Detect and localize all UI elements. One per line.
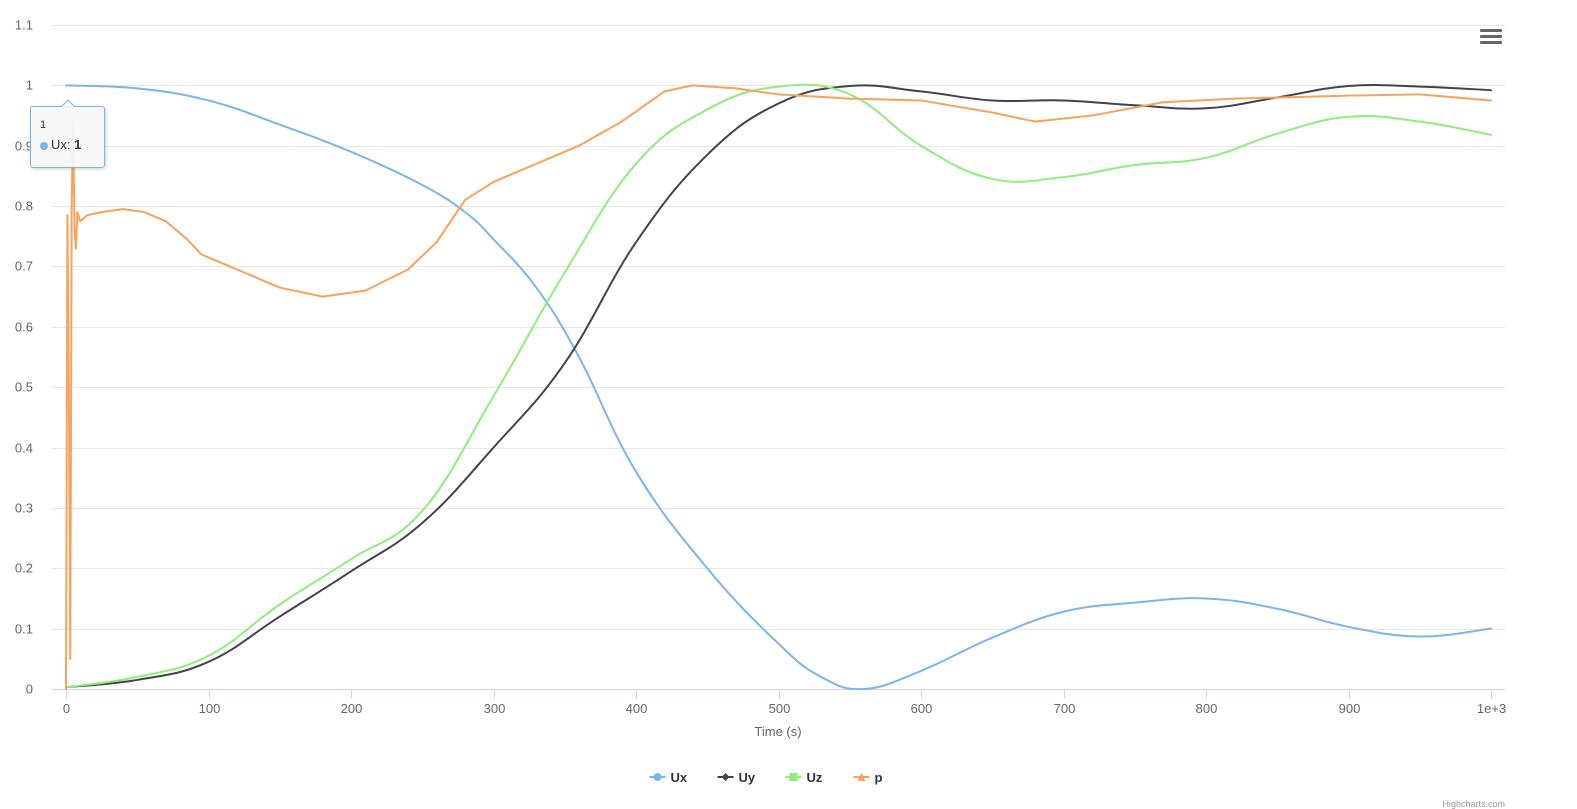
x-tick-label: 1e+3 (1477, 701, 1506, 716)
legend-item-p[interactable]: p (853, 770, 883, 785)
legend-triangle-icon (857, 773, 866, 781)
legend-label: Ux (671, 770, 688, 785)
y-tick-label: 0.4 (15, 441, 33, 456)
x-tick-label: 700 (1054, 701, 1076, 716)
y-tick-label: 0.6 (15, 320, 33, 335)
y-tick-label: 1 (26, 78, 33, 93)
grid-lines (52, 25, 1505, 630)
legend-circle-icon (653, 773, 662, 781)
y-axis-labels: 0 0.1 0.2 0.3 0.4 0.5 0.6 0.7 0.8 0.9 1 1.1 (15, 18, 33, 697)
legend-item-uy[interactable]: Uy (717, 770, 756, 785)
x-tick-label: 600 (911, 701, 933, 716)
series-line-p (65, 84, 1492, 690)
series-line-uy (65, 83, 1492, 689)
series-line-uz (65, 83, 1492, 689)
legend-label: Uz (807, 770, 823, 785)
x-tick-label: 0 (63, 701, 70, 716)
x-tick-label: 300 (484, 701, 506, 716)
x-tick-label: 400 (626, 701, 648, 716)
legend-item-uz[interactable]: Uz (785, 770, 823, 785)
y-tick-label: 1.1 (15, 18, 33, 33)
tooltip-series-dot-icon (40, 141, 48, 150)
x-axis: 0 100 200 300 400 500 600 700 800 900 1e+3 (52, 689, 1506, 716)
legend-square-icon (789, 773, 798, 781)
y-tick-label: 0.1 (15, 622, 33, 637)
series-line-ux (65, 84, 1492, 691)
legend-label: p (875, 770, 883, 785)
y-tick-label: 0.9 (15, 139, 33, 154)
tooltip-row: Ux: 1 (40, 137, 81, 152)
series-lines (65, 83, 1492, 691)
y-tick-label: 0.5 (15, 380, 33, 395)
y-tick-label: 0 (26, 682, 33, 697)
legend: Ux Uy Uz p (649, 770, 883, 785)
legend-item-ux[interactable]: Ux (649, 770, 688, 785)
x-tick-label: 900 (1339, 701, 1361, 716)
tooltip-value: 1 (74, 137, 82, 152)
x-tick-label: 100 (199, 701, 221, 716)
y-tick-label: 0.3 (15, 501, 33, 516)
y-tick-label: 0.8 (15, 199, 33, 214)
tooltip-separator: : (66, 137, 71, 152)
y-tick-label: 0.7 (15, 259, 33, 274)
hamburger-menu-icon[interactable] (1476, 26, 1506, 52)
y-tick-label: 0.2 (15, 561, 33, 576)
tooltip-header: 1 (40, 119, 47, 131)
tooltip-pointer-icon (61, 99, 75, 107)
x-tick-label: 500 (769, 701, 791, 716)
credits-link[interactable]: Highcharts.com (1442, 799, 1505, 809)
legend-diamond-icon (721, 773, 730, 781)
tooltip-series-name: Ux (51, 137, 67, 152)
x-axis-title: Time (s) (754, 724, 801, 739)
legend-label: Uy (739, 770, 756, 785)
tooltip: 1 Ux: 1 (30, 99, 105, 168)
x-tick-label: 200 (341, 701, 363, 716)
x-tick-label: 800 (1196, 701, 1218, 716)
